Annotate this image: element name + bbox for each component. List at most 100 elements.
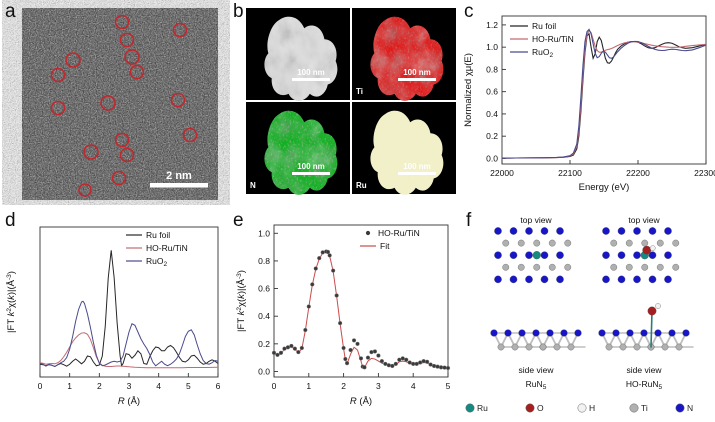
left-top-view-label: top view xyxy=(520,215,552,225)
n-atom xyxy=(664,275,672,284)
ti-atom xyxy=(656,263,664,271)
n-atom xyxy=(494,251,502,259)
legend-label-c-0: Ru foil xyxy=(532,21,556,31)
ti-atom xyxy=(641,263,649,271)
scalebar-n-label: 100 nm xyxy=(297,162,325,171)
n-atom xyxy=(617,251,626,259)
n-atom xyxy=(560,329,568,337)
svg-text:5: 5 xyxy=(446,381,451,391)
ti-atom xyxy=(517,263,525,271)
ti-atom xyxy=(539,343,547,351)
legend-label-d-2: RuO2 xyxy=(146,256,167,268)
top-view-run5 xyxy=(494,227,572,284)
legend-label-c-1: HO-Ru/TiN xyxy=(532,34,574,44)
svg-text:1.2: 1.2 xyxy=(486,20,498,30)
left-side-view-label: side view xyxy=(519,365,555,375)
scalebar-group-a: 2 nm xyxy=(150,170,208,188)
panel-f: f top view side view RuN5 top view side view… xyxy=(458,205,715,422)
atom-legend-n: N xyxy=(675,403,693,413)
scalebar-a xyxy=(150,183,208,188)
n-atom xyxy=(626,329,634,337)
atom-legend-dot-o xyxy=(525,403,535,413)
atom-legend-label-o: O xyxy=(537,403,544,413)
h-atom xyxy=(655,303,661,309)
scalebar-a-label: 2 nm xyxy=(166,170,192,182)
ti-atom xyxy=(641,239,649,247)
n-atom xyxy=(617,275,626,284)
ti-atom xyxy=(502,239,510,247)
ti-atom xyxy=(610,239,618,247)
n-atom xyxy=(509,251,518,259)
tile-label-n: N xyxy=(250,181,256,190)
ti-atom xyxy=(656,239,664,247)
svg-text:|FT k2χ(k)|(Å-3): |FT k2χ(k)|(Å-3) xyxy=(6,271,18,333)
ti-atom xyxy=(672,263,680,271)
svg-text:2: 2 xyxy=(341,381,346,391)
n-atom xyxy=(532,329,540,337)
n-atom xyxy=(518,329,526,337)
panel-d: d 0 1 2 3 4 5 6 R (Å) |FT k2χ(k)|(Å-3) Ru foil HO-… xyxy=(0,205,230,422)
n-atom xyxy=(633,275,641,284)
x-axis-label-e: R (Å) xyxy=(350,396,372,407)
panel-b-tile-ru: Ru 100 nm xyxy=(352,102,456,195)
scalebar-n xyxy=(292,172,330,175)
scalebar-haadf xyxy=(292,78,330,81)
panel-c-label: c xyxy=(464,1,474,22)
right-structure-name: HO-RuN5 xyxy=(626,379,663,391)
svg-text:22000: 22000 xyxy=(490,168,514,178)
n-atom xyxy=(648,251,657,259)
panel-a-label: a xyxy=(5,1,16,22)
atom-legend-dot-ru xyxy=(465,403,475,413)
ti-atom xyxy=(661,343,669,351)
side-view-ho-run5 xyxy=(598,303,694,351)
single-atom-markers xyxy=(50,14,198,197)
n-atom xyxy=(633,251,641,259)
svg-text:0.4: 0.4 xyxy=(258,311,270,321)
n-atom xyxy=(598,329,606,337)
svg-text:0.2: 0.2 xyxy=(258,339,270,349)
right-top-view-label: top view xyxy=(628,215,660,225)
n-atom xyxy=(574,329,582,337)
atom-legend-dot-ti xyxy=(629,403,639,413)
ti-atom xyxy=(633,343,641,351)
ti-atom xyxy=(675,343,683,351)
atom-legend-h: H xyxy=(577,403,595,413)
side-view-run5 xyxy=(490,329,586,351)
ti-atom xyxy=(625,263,633,271)
legend-label-d-0: Ru foil xyxy=(146,230,170,240)
svg-text:6: 6 xyxy=(216,381,221,391)
scalebar-ti xyxy=(398,78,436,81)
svg-text:0.0: 0.0 xyxy=(486,153,498,163)
svg-text:0.8: 0.8 xyxy=(486,64,498,74)
panel-a: a xyxy=(0,0,230,205)
n-atom xyxy=(682,329,690,337)
ti-atom xyxy=(502,263,510,271)
n-atom xyxy=(546,329,554,337)
svg-text:4: 4 xyxy=(156,381,161,391)
n-atom xyxy=(556,227,564,235)
n-atom xyxy=(494,227,502,235)
n-atom xyxy=(556,251,564,259)
panel-b-tile-haadf: 100 nm xyxy=(246,8,350,101)
n-atom xyxy=(664,227,672,235)
scalebar-ru-label: 100 nm xyxy=(403,162,431,171)
atom-legend-ru: Ru xyxy=(465,403,488,413)
ti-atom xyxy=(533,263,541,271)
series-line-d-ru-foil xyxy=(39,250,219,368)
panel-d-label: d xyxy=(5,210,16,231)
svg-text:1: 1 xyxy=(306,381,311,391)
panel-e-label: e xyxy=(233,210,244,231)
svg-text:3: 3 xyxy=(127,381,132,391)
atom-legend-o: O xyxy=(525,403,544,413)
panel-b-label: b xyxy=(233,1,244,22)
svg-text:1.0: 1.0 xyxy=(258,228,270,238)
right-side-view-label: side view xyxy=(627,365,663,375)
legend-swatch-e-0 xyxy=(365,230,371,236)
svg-text:0.4: 0.4 xyxy=(486,109,498,119)
ti-atom xyxy=(525,343,533,351)
ru-atom xyxy=(532,251,541,260)
scalebar-ru xyxy=(398,172,436,175)
ti-atom xyxy=(517,239,525,247)
